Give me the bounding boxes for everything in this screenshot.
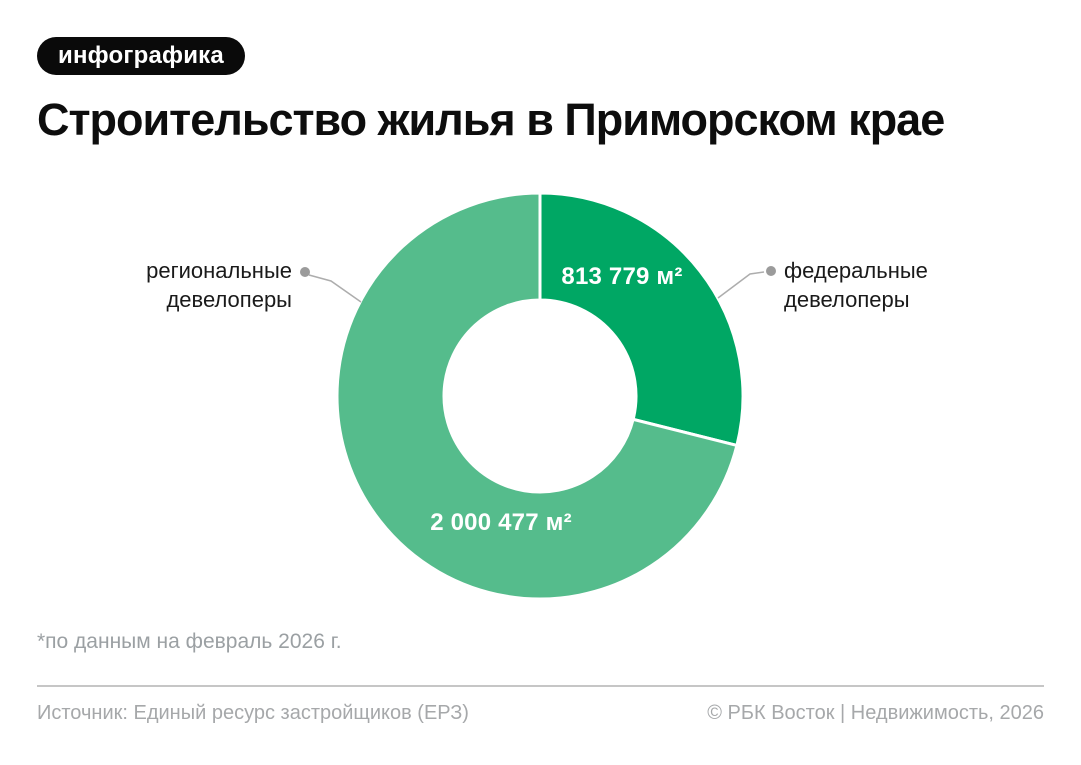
footer-source: Источник: Единый ресурс застройщиков (ЕР… [37, 702, 469, 724]
leader-line-regional [308, 274, 362, 303]
segment-value-federal: 813 779 м² [561, 263, 683, 290]
leader-dot-regional [300, 267, 310, 277]
category-badge: инфографика [37, 37, 245, 75]
callout-regional-line1: региональные [146, 258, 292, 283]
footnote: *по данным на февраль 2026 г. [37, 630, 342, 653]
footer-divider [37, 685, 1044, 687]
callout-regional-line2: девелоперы [166, 287, 292, 312]
leader-dot-federal [766, 266, 776, 276]
callout-federal-line2: девелоперы [784, 287, 910, 312]
callout-federal: федеральные девелоперы [784, 256, 928, 314]
callout-regional: региональные девелоперы [146, 256, 292, 314]
badge-label: инфографика [58, 42, 224, 69]
donut-segments [335, 191, 745, 601]
footer-copyright: © РБК Восток | Недвижимость, 2026 [707, 702, 1044, 724]
donut-segment-federal [538, 191, 745, 448]
leader-line-federal [717, 271, 765, 299]
donut-segment-regional [335, 191, 739, 601]
callout-federal-line1: федеральные [784, 258, 928, 283]
page-title: Строительство жилья в Приморском крае [37, 94, 945, 145]
segment-value-regional: 2 000 477 м² [430, 509, 572, 536]
footer: Источник: Единый ресурс застройщиков (ЕР… [37, 702, 1044, 725]
